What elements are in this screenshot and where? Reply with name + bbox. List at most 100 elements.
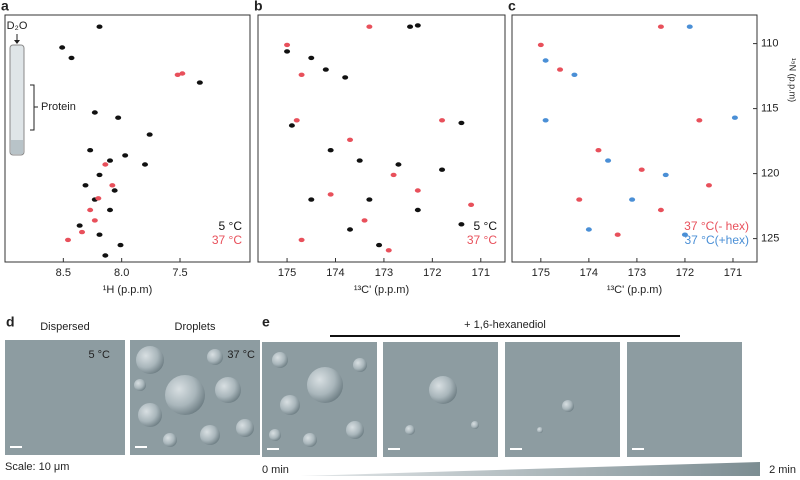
panel-label: a [1,0,9,14]
image-title: Droplets [175,321,216,333]
peak [595,148,602,153]
peak [91,110,98,115]
x-axis-label: ¹³C' (p.p.m) [607,284,662,296]
peak [327,148,334,153]
peak [385,248,392,253]
peak [629,197,636,202]
peak [174,72,181,78]
peak [96,172,103,178]
peak [576,197,583,202]
x-axis-label: ¹³C' (p.p.m) [354,284,409,296]
peak [342,75,349,80]
peak [657,207,664,213]
peak [308,197,315,202]
y-tick-label: 115 [761,103,779,115]
peak [366,197,373,202]
peak [322,67,329,72]
x-tick-label: 171 [724,267,742,279]
micrograph [5,340,125,455]
peak [468,202,475,207]
peak [571,72,578,78]
plot-frame [4,14,251,263]
legend-entry: 37 °C [467,233,497,247]
temperature: 5 °C [88,349,110,361]
peak [76,223,83,228]
x-tick-label: 172 [676,267,694,279]
x-axis-label: ¹H (p.p.m) [103,284,153,296]
x-tick-label: 172 [423,267,441,279]
peak [439,118,446,123]
peak [284,49,291,54]
sample-label: Protein [41,101,76,113]
peak [356,158,363,163]
inset-tube: D₂O Protein [7,20,76,156]
peak [102,253,109,258]
peak [82,183,89,188]
x-tick-label: 8.0 [114,267,129,279]
peak [731,115,738,120]
y-tick-label: 110 [761,38,779,50]
x-tick-label: 173 [628,267,646,279]
panel-label: c [508,0,516,14]
panel-d: d Dispersed Droplets 5 °C 37 °C Scale: 1… [5,314,260,473]
peak [605,158,612,163]
peak [109,183,116,188]
peak [288,123,295,128]
peak [87,148,94,153]
legend-entry: 37 °C [212,233,242,247]
peak [284,42,291,48]
peak [638,167,645,172]
droplets [134,346,254,447]
x-tick-label: 175 [278,267,296,279]
peak [95,196,102,201]
x-tick-label: 173 [375,267,393,279]
peak [390,172,397,178]
peak [376,242,383,248]
peak [107,158,113,163]
legend-entry: 5 °C [219,219,243,233]
peak [585,227,592,232]
peak [414,188,421,193]
peak [65,237,71,243]
x-tick-label: 8.5 [56,267,71,279]
peak [662,172,669,178]
x-tick-label: 174 [580,267,598,279]
peak [458,222,465,227]
peak [298,237,305,243]
peak [681,232,688,237]
plot-frame [257,14,506,263]
peak [79,229,85,235]
panel-label: d [6,314,15,330]
peak [414,23,421,28]
peak [179,71,186,76]
peak [686,24,693,29]
x-tick-label: 174 [326,267,344,279]
peak [542,118,549,123]
peak [414,207,421,213]
panel-label: e [262,314,270,330]
peak [361,218,368,223]
peak [146,132,153,137]
plot-frame [511,14,758,263]
panel-label: b [254,0,263,14]
y-tick-label: 125 [761,233,779,245]
peak [96,24,103,29]
peak [117,242,124,248]
peak [293,118,300,123]
peak [696,118,703,123]
scale-note: Scale: 10 μm [5,461,69,473]
peak [68,55,75,61]
peak [705,183,712,188]
peak [366,24,373,29]
peak [347,227,354,232]
legend-entry: 37 °C(- hex) [684,219,749,233]
y-tick-label: 120 [761,168,779,180]
peak [542,58,549,63]
peak [298,72,305,78]
peak [96,232,103,237]
peak [614,232,621,237]
peak [111,188,118,193]
panel-e: e + 1,6-hexanediol 0 min 2 min [262,314,796,476]
peak [458,120,465,126]
